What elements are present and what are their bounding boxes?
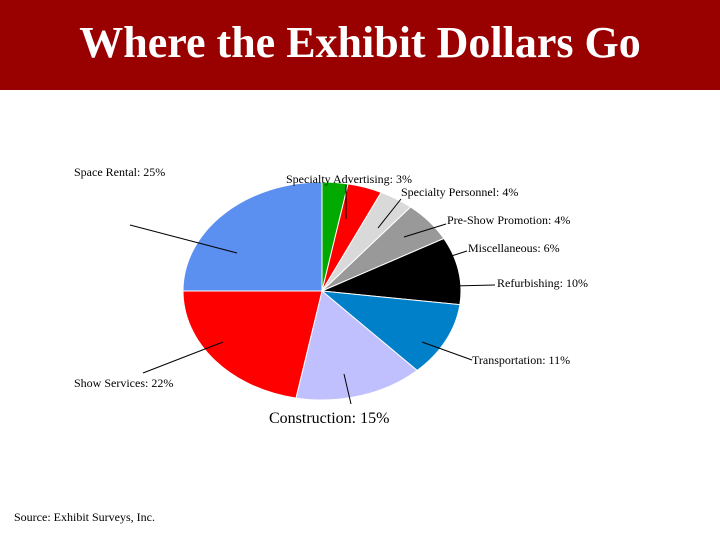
- slice-label-miscellaneous: Miscellaneous: 6%: [468, 241, 560, 255]
- title-bar: Where the Exhibit Dollars Go: [0, 0, 720, 90]
- leader-line-transportation: [421, 341, 473, 361]
- pie-slice-refurbishing: [320, 237, 462, 306]
- slice-label-refurbishing: Refurbishing: 10%: [497, 276, 588, 290]
- slice-label-construction: Construction: 15%: [269, 410, 389, 427]
- slice-label-space-rental: Space Rental: 25%: [74, 165, 165, 179]
- pie-chart: Specialty Advertising: 3%Specialty Perso…: [74, 165, 588, 427]
- slice-label-pre-show-promotion: Pre-Show Promotion: 4%: [447, 213, 570, 227]
- pie-labels: Specialty Advertising: 3%Specialty Perso…: [74, 165, 588, 427]
- slice-label-transportation: Transportation: 11%: [472, 353, 570, 367]
- slice-label-specialty-personnel: Specialty Personnel: 4%: [401, 185, 518, 199]
- pie-slice-construction: [295, 290, 418, 401]
- source-note: Source: Exhibit Surveys, Inc.: [14, 510, 155, 524]
- slice-label-show-services: Show Services: 22%: [74, 376, 173, 390]
- leader-line-space-rental: [129, 224, 238, 254]
- pie-slice-space-rental: [182, 181, 323, 292]
- page-title: Where the Exhibit Dollars Go: [79, 17, 641, 67]
- leader-line-miscellaneous: [438, 250, 468, 261]
- leader-line-construction: [343, 373, 352, 405]
- leader-line-pre-show-promotion: [403, 223, 447, 238]
- pie-slices: [182, 181, 462, 401]
- pie-slice-transportation: [320, 290, 461, 372]
- leader-line-refurbishing: [451, 284, 496, 287]
- pie-slice-show-services: [182, 290, 323, 399]
- leader-line-show-services: [142, 341, 224, 374]
- slice-label-specialty-advertising: Specialty Advertising: 3%: [286, 172, 412, 186]
- leader-line-specialty-personnel: [377, 198, 402, 229]
